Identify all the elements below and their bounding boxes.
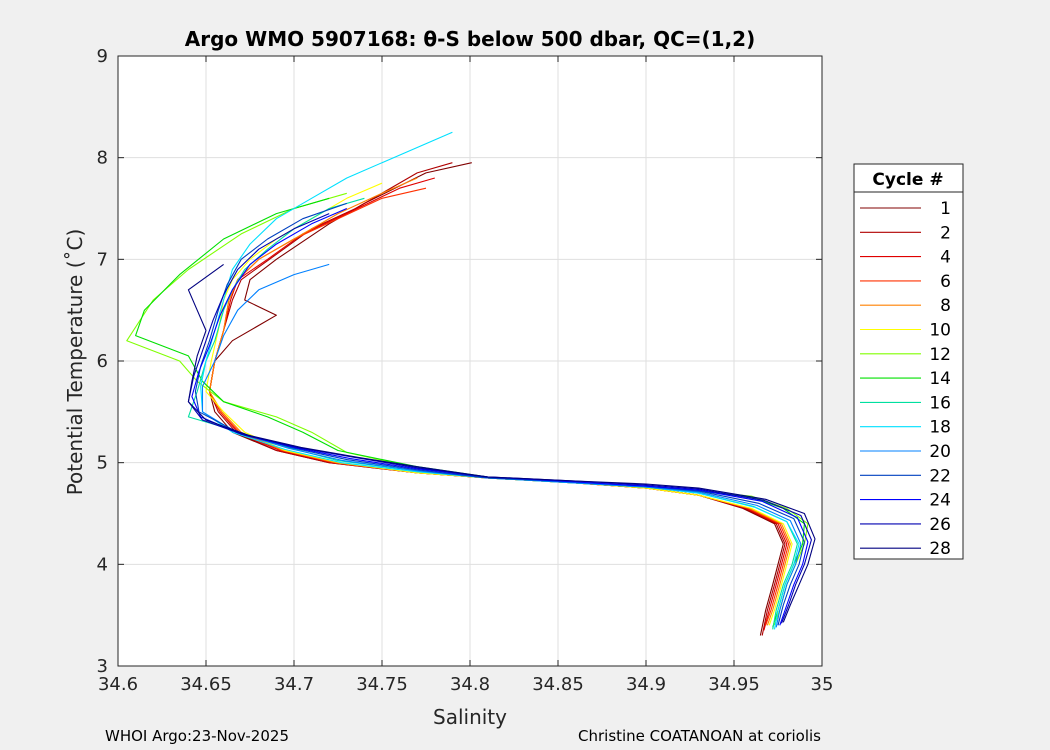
footer-right: Christine COATANOAN at coriolis bbox=[578, 727, 821, 745]
series-line-cycle-8 bbox=[208, 177, 791, 626]
legend-box bbox=[853, 163, 964, 560]
series-group bbox=[126, 131, 816, 636]
x-tick-label: 34.7 bbox=[274, 674, 314, 695]
legend-label-1: 1 bbox=[940, 199, 951, 219]
x-tick-label: 34.65 bbox=[180, 674, 232, 695]
series-line-cycle-18 bbox=[200, 131, 800, 630]
series-line-cycle-24 bbox=[191, 207, 809, 626]
legend-label-10: 10 bbox=[929, 321, 951, 341]
x-tick-label: 34.9 bbox=[626, 674, 666, 695]
series-line-cycle-20 bbox=[201, 263, 802, 628]
x-tick-label: 34.85 bbox=[532, 674, 584, 695]
y-axis-label: Potential Temperature (˚C) bbox=[63, 229, 87, 496]
y-tick-label: 7 bbox=[97, 249, 108, 270]
x-tick-label: 34.8 bbox=[450, 674, 490, 695]
series-line-cycle-28 bbox=[187, 263, 816, 623]
legend-label-2: 2 bbox=[940, 223, 951, 243]
legend-label-8: 8 bbox=[940, 296, 951, 316]
y-tick-label: 4 bbox=[97, 554, 108, 575]
legend-label-20: 20 bbox=[929, 442, 951, 462]
footer-left: WHOI Argo:23-Nov-2025 bbox=[105, 727, 289, 745]
legend-label-26: 26 bbox=[929, 515, 951, 535]
series-line-cycle-26 bbox=[187, 213, 812, 624]
y-tick-label: 8 bbox=[97, 148, 108, 169]
legend-title: Cycle # bbox=[872, 170, 943, 190]
legend-label-16: 16 bbox=[929, 393, 951, 413]
legend-label-6: 6 bbox=[940, 272, 951, 292]
y-tick-label: 5 bbox=[97, 453, 108, 474]
series-line-cycle-10 bbox=[205, 182, 793, 626]
x-tick-label: 35 bbox=[811, 674, 834, 695]
series-line-cycle-2 bbox=[208, 162, 786, 636]
x-tick-label: 34.6 bbox=[98, 674, 138, 695]
legend-label-24: 24 bbox=[929, 491, 951, 511]
tick-labels: 34.6 34.65 34.7 34.75 34.8 34.85 34.9 34.95 35 3 4… bbox=[97, 46, 834, 695]
chart-title: Argo WMO 5907168: θ-S below 500 dbar, QC… bbox=[185, 27, 755, 51]
legend-label-18: 18 bbox=[929, 418, 951, 438]
y-tick-label: 3 bbox=[97, 656, 108, 677]
legend-label-28: 28 bbox=[929, 539, 951, 559]
x-axis-label: Salinity bbox=[433, 705, 507, 729]
y-tick-label: 9 bbox=[97, 46, 108, 67]
legend-label-4: 4 bbox=[940, 248, 951, 268]
x-tick-label: 34.95 bbox=[708, 674, 760, 695]
grid bbox=[118, 56, 822, 666]
legend-label-22: 22 bbox=[929, 466, 951, 486]
legend-label-14: 14 bbox=[929, 369, 951, 389]
legend-label-12: 12 bbox=[929, 345, 951, 365]
series-line-cycle-22 bbox=[194, 202, 805, 626]
y-tick-label: 6 bbox=[97, 351, 108, 372]
x-tick-label: 34.75 bbox=[356, 674, 408, 695]
